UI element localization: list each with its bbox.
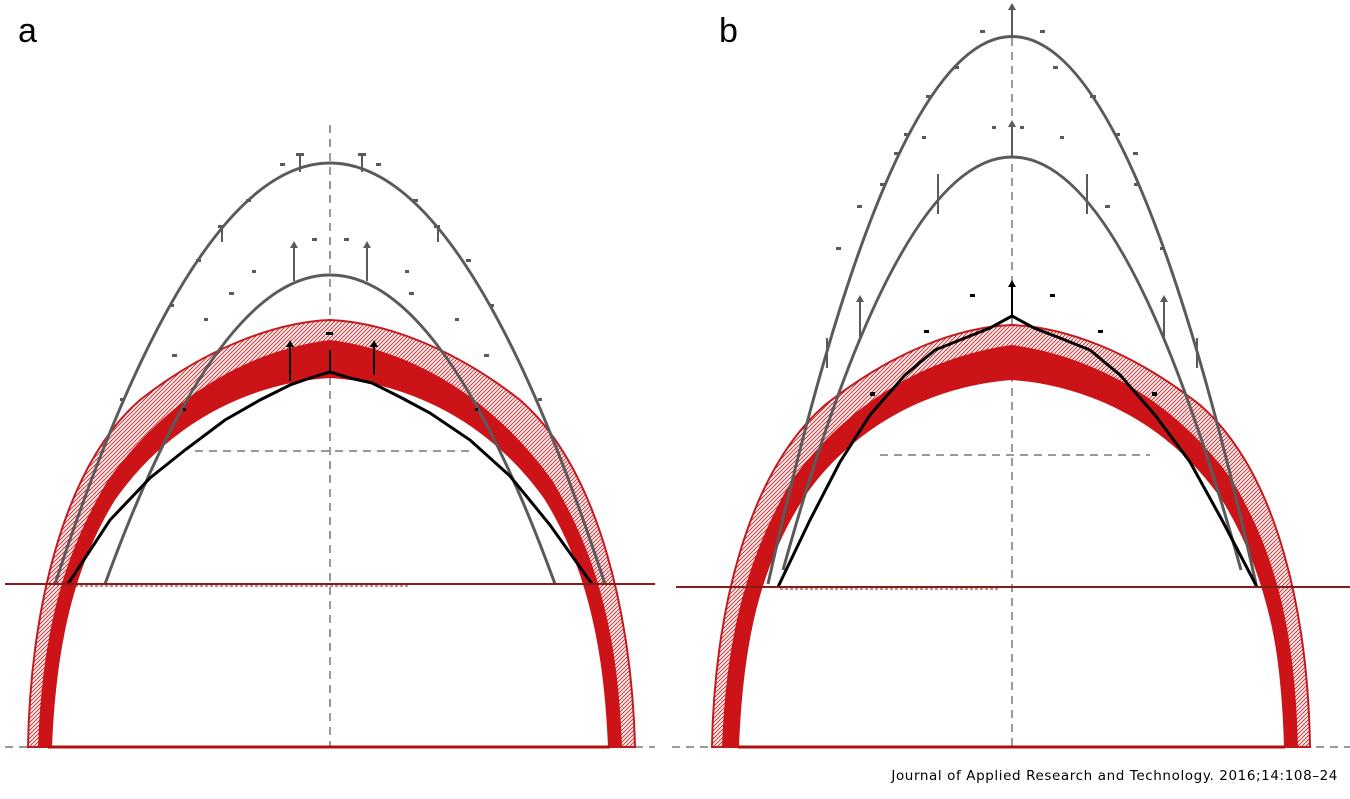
panel-a-grey-inner-curve <box>103 273 557 585</box>
panel-label-a: a <box>18 12 37 50</box>
panel-a-grey-markers <box>120 153 542 401</box>
panel-b-diagram <box>672 3 1350 749</box>
panel-a-black-markers <box>183 332 478 411</box>
panel-b-grey-markers <box>826 3 1198 368</box>
panel-b-black-markers <box>870 280 1157 396</box>
panel-a-arch-envelope <box>26 318 637 748</box>
panel-a-grey-outer-curve <box>53 161 607 585</box>
journal-citation: Journal of Applied Research and Technolo… <box>891 768 1338 784</box>
panel-a-diagram <box>5 125 655 749</box>
panel-label-b: b <box>719 12 738 50</box>
